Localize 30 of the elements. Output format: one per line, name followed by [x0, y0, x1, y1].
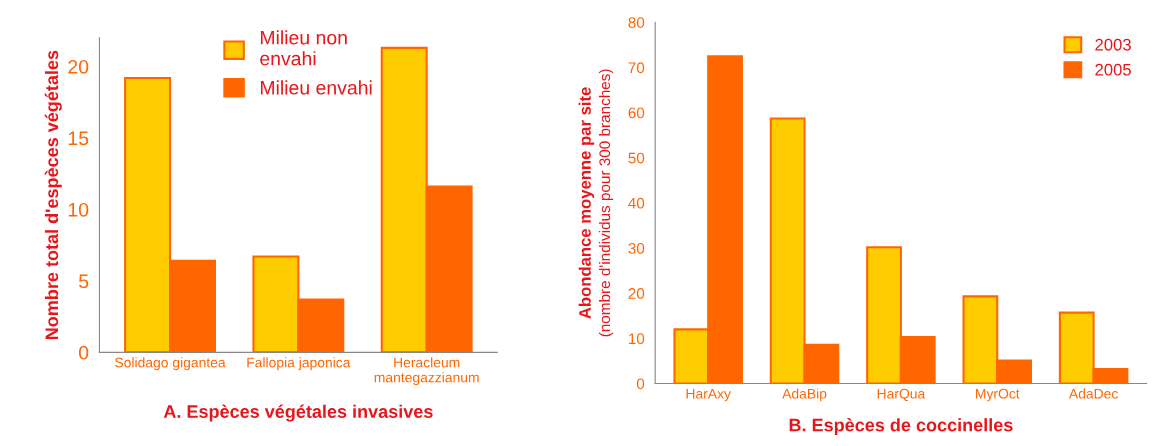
legend-label: 2005	[1095, 63, 1131, 76]
y-tick-label: 20	[628, 288, 645, 299]
x-tick-label: AdaDec	[1068, 388, 1118, 399]
y-tick-label: 30	[628, 242, 645, 254]
y-tick-label: 70	[628, 62, 645, 74]
y-axis-title: Abondance moyenne par site (nombre d'individus pour 300 branches)	[578, 69, 614, 337]
x-tick-label: MyrOct	[976, 388, 1020, 402]
x-tick-label: AdaBip	[782, 388, 827, 402]
legend-label: 2003	[1095, 38, 1131, 51]
x-axis-title: B. Espèces de coccinelles	[789, 418, 1013, 436]
x-axis-title: A. Espèces végétales invasives	[163, 404, 433, 422]
y-tick-label: 15	[68, 131, 89, 146]
x-tick-label: Fallopia japonica	[247, 357, 351, 371]
y-tick-label: 80	[628, 17, 645, 28]
y-tick-label: 0	[636, 378, 645, 390]
y-tick-label: 0	[78, 345, 89, 360]
y-tick-label: 10	[68, 202, 89, 217]
y-tick-label: 40	[628, 197, 645, 209]
legend-label: Milieu non envahi	[260, 30, 347, 66]
legend-label: Milieu envahi	[260, 80, 372, 95]
x-tick-label: Solidago gigantea	[115, 357, 226, 371]
y-tick-label: 50	[628, 152, 645, 164]
x-tick-label: Heracleum mantegazzianum	[374, 357, 479, 386]
y-tick-label: 5	[79, 274, 89, 289]
y-axis-title: Nombre total d'espèces végétales	[44, 50, 62, 340]
y-tick-label: 10	[628, 333, 645, 345]
y-tick-label: 20	[68, 59, 89, 74]
y-tick-label: 60	[628, 107, 645, 119]
x-tick-label: HarQua	[877, 388, 926, 402]
x-tick-label: HarAxy	[686, 388, 731, 402]
